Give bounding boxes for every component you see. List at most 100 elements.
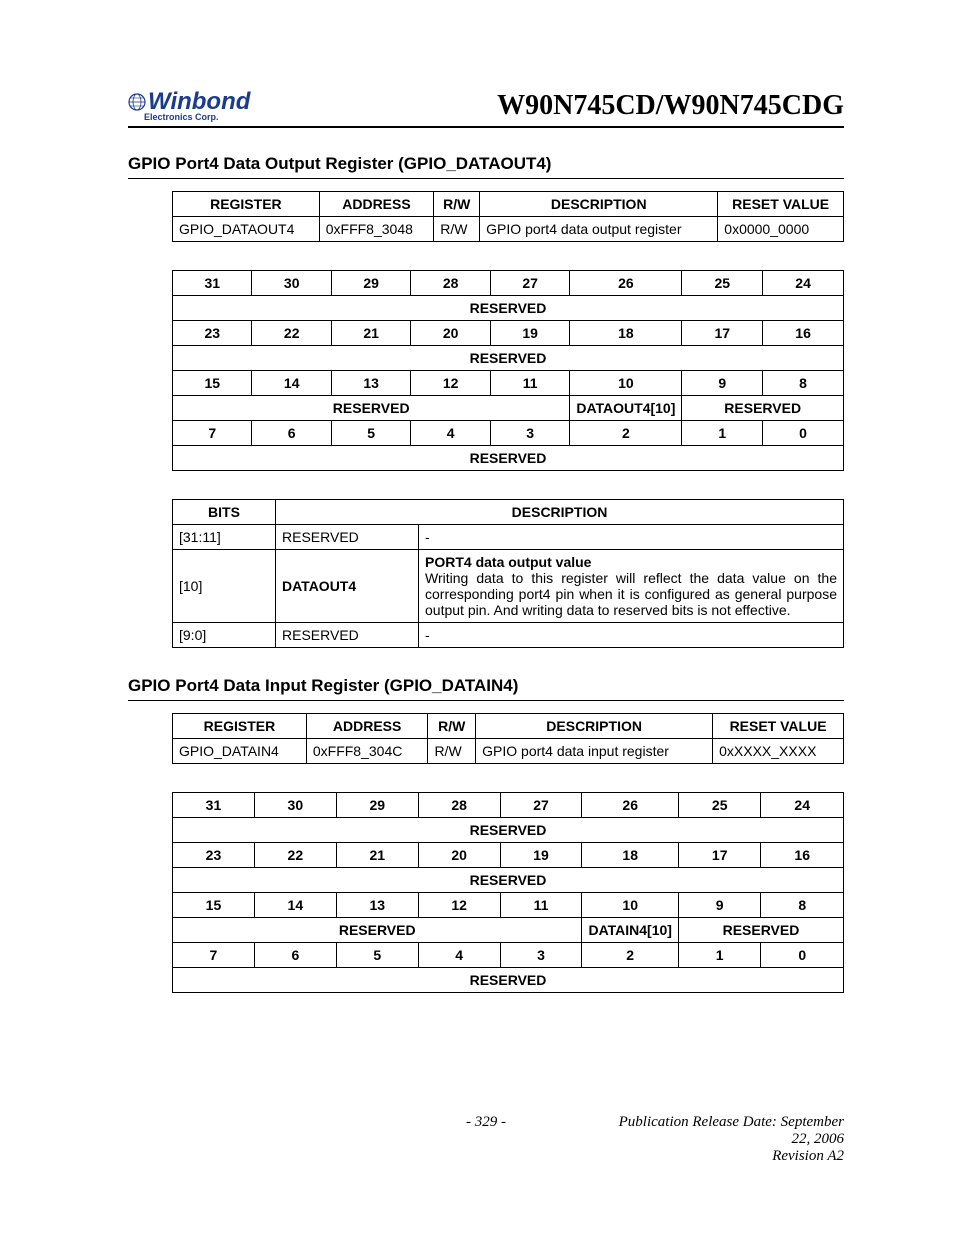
th-address: ADDRESS: [319, 192, 433, 217]
bit-number: 22: [254, 843, 336, 868]
bit-number: 12: [411, 371, 490, 396]
bit-number: 13: [331, 371, 410, 396]
bit-number: 17: [678, 843, 760, 868]
bit-number: 11: [500, 893, 582, 918]
bit-number: 24: [761, 793, 844, 818]
bit-number: 10: [582, 893, 679, 918]
desc-title: PORT4 data output value: [425, 554, 837, 570]
td-address: 0xFFF8_304C: [306, 739, 428, 764]
td-name: DATAOUT4: [276, 550, 419, 623]
th-register: REGISTER: [173, 714, 307, 739]
th-rw: R/W: [428, 714, 476, 739]
bit-number: 27: [490, 271, 569, 296]
bit-number: 26: [570, 271, 682, 296]
bit-number: 25: [682, 271, 763, 296]
bit-number: 4: [418, 943, 500, 968]
bit-number: 16: [761, 843, 844, 868]
bit-field: RESERVED: [173, 868, 844, 893]
bit-number: 0: [763, 421, 844, 446]
logo: Winbond Electronics Corp.: [128, 90, 250, 122]
td-bits: [10]: [173, 550, 276, 623]
td-desc: PORT4 data output value Writing data to …: [419, 550, 844, 623]
bit-number: 21: [336, 843, 418, 868]
th-desc: DESCRIPTION: [276, 500, 844, 525]
bit-number: 5: [331, 421, 410, 446]
section1-bitdesc-table: BITS DESCRIPTION [31:11] RESERVED - [10]…: [172, 499, 844, 648]
td-name: RESERVED: [276, 623, 419, 648]
bit-number: 30: [254, 793, 336, 818]
th-rw: R/W: [434, 192, 480, 217]
bit-field: RESERVED: [678, 918, 843, 943]
bit-number: 27: [500, 793, 582, 818]
bit-field: RESERVED: [173, 396, 570, 421]
bit-number: 23: [173, 843, 255, 868]
section2-title: GPIO Port4 Data Input Register (GPIO_DAT…: [128, 676, 844, 701]
page-header: Winbond Electronics Corp. W90N745CD/W90N…: [128, 90, 844, 128]
bit-number: 6: [252, 421, 331, 446]
td-bits: [31:11]: [173, 525, 276, 550]
bit-number: 7: [173, 421, 252, 446]
td-description: GPIO port4 data output register: [480, 217, 718, 242]
bit-number: 22: [252, 321, 331, 346]
bit-number: 20: [411, 321, 490, 346]
bit-number: 5: [336, 943, 418, 968]
bit-field: RESERVED: [173, 968, 844, 993]
page-number: - 329 -: [364, 1114, 607, 1165]
td-register: GPIO_DATAIN4: [173, 739, 307, 764]
section2-bitmap-table: 3130292827262524RESERVED2322212019181716…: [172, 792, 844, 993]
bit-number: 28: [418, 793, 500, 818]
th-reset: RESET VALUE: [713, 714, 844, 739]
publication-date: Publication Release Date: September 22, …: [608, 1114, 844, 1148]
bit-number: 17: [682, 321, 763, 346]
bit-field: RESERVED: [173, 346, 844, 371]
bit-number: 3: [500, 943, 582, 968]
td-name: RESERVED: [276, 525, 419, 550]
bit-number: 11: [490, 371, 569, 396]
section1-summary-table: REGISTER ADDRESS R/W DESCRIPTION RESET V…: [172, 191, 844, 242]
bit-number: 20: [418, 843, 500, 868]
section1-title: GPIO Port4 Data Output Register (GPIO_DA…: [128, 154, 844, 179]
document-title: W90N745CD/W90N745CDG: [497, 90, 844, 122]
bit-number: 31: [173, 793, 255, 818]
bit-number: 19: [490, 321, 569, 346]
th-bits: BITS: [173, 500, 276, 525]
bit-field: DATAIN4[10]: [582, 918, 679, 943]
bit-number: 28: [411, 271, 490, 296]
bit-number: 10: [570, 371, 682, 396]
bit-number: 8: [763, 371, 844, 396]
section2-summary-table: REGISTER ADDRESS R/W DESCRIPTION RESET V…: [172, 713, 844, 764]
globe-icon: [128, 93, 146, 111]
th-address: ADDRESS: [306, 714, 428, 739]
td-reset: 0xXXXX_XXXX: [713, 739, 844, 764]
bit-number: 16: [763, 321, 844, 346]
bit-number: 29: [331, 271, 410, 296]
bit-number: 6: [254, 943, 336, 968]
td-desc: -: [419, 525, 844, 550]
th-description: DESCRIPTION: [480, 192, 718, 217]
td-address: 0xFFF8_3048: [319, 217, 433, 242]
bit-number: 24: [763, 271, 844, 296]
bit-number: 26: [582, 793, 679, 818]
section1-bitmap-table: 3130292827262524RESERVED2322212019181716…: [172, 270, 844, 471]
td-reset: 0x0000_0000: [718, 217, 844, 242]
bit-number: 12: [418, 893, 500, 918]
td-rw: R/W: [428, 739, 476, 764]
bit-number: 15: [173, 371, 252, 396]
td-bits: [9:0]: [173, 623, 276, 648]
th-description: DESCRIPTION: [476, 714, 713, 739]
th-reset: RESET VALUE: [718, 192, 844, 217]
bit-number: 29: [336, 793, 418, 818]
bit-field: RESERVED: [173, 818, 844, 843]
bit-field: RESERVED: [173, 918, 582, 943]
bit-number: 18: [582, 843, 679, 868]
page-footer: - 329 - Publication Release Date: Septem…: [128, 1114, 844, 1165]
bit-field: RESERVED: [173, 296, 844, 321]
bit-number: 18: [570, 321, 682, 346]
td-desc: -: [419, 623, 844, 648]
td-description: GPIO port4 data input register: [476, 739, 713, 764]
bit-number: 3: [490, 421, 569, 446]
bit-number: 23: [173, 321, 252, 346]
bit-number: 9: [682, 371, 763, 396]
bit-number: 0: [761, 943, 844, 968]
bit-field: RESERVED: [173, 446, 844, 471]
